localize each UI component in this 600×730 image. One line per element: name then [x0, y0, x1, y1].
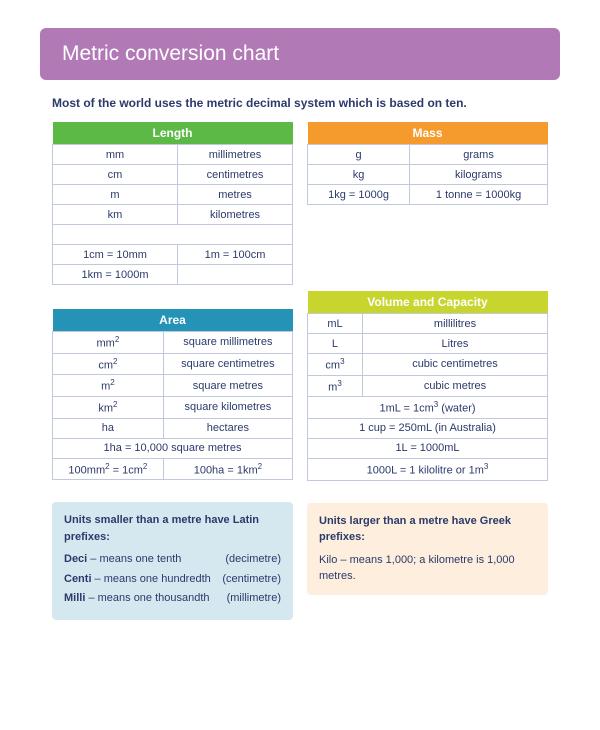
cell: 1ha = 10,000 square metres — [53, 438, 293, 458]
greek-text: Kilo – means 1,000; a kilometre is 1,000… — [319, 552, 536, 585]
cell: 1m = 100cm — [178, 245, 293, 265]
cell: hectares — [163, 418, 292, 438]
cell: 1000L = 1 kilolitre or 1m3 — [308, 458, 548, 480]
cell: cubic centimetres — [362, 354, 547, 376]
cell: m2 — [53, 375, 164, 397]
left-column: Length mmmillimetres cmcentimetres mmetr… — [52, 122, 293, 620]
page-banner: Metric conversion chart — [40, 28, 560, 80]
cell: mm — [53, 145, 178, 165]
prefix: Centi — [64, 573, 92, 585]
cell: ha — [53, 418, 164, 438]
cell: Litres — [362, 334, 547, 354]
cell: cubic metres — [362, 375, 547, 397]
cell: 100ha = 1km2 — [163, 458, 292, 480]
cell: kg — [308, 165, 410, 185]
volume-header: Volume and Capacity — [308, 291, 548, 314]
cell: m3 — [308, 375, 363, 397]
area-header: Area — [53, 309, 293, 332]
blank-row — [53, 225, 293, 245]
latin-panel: Units smaller than a metre have Latin pr… — [52, 502, 293, 620]
cell: 1 cup = 250mL (in Australia) — [308, 418, 548, 438]
cell: cm3 — [308, 354, 363, 376]
cell: 1kg = 1000g — [308, 185, 410, 205]
latin-item: Milli – means one thousandth (millimetre… — [64, 590, 281, 607]
greek-panel: Units larger than a metre have Greek pre… — [307, 503, 548, 595]
volume-table: Volume and Capacity mLmillilitres LLitre… — [307, 291, 548, 481]
cell: cm — [53, 165, 178, 185]
content-grid: Length mmmillimetres cmcentimetres mmetr… — [10, 122, 590, 620]
cell: g — [308, 145, 410, 165]
cell: centimetres — [178, 165, 293, 185]
mass-table: Mass ggrams kgkilograms 1kg = 1000g1 ton… — [307, 122, 548, 205]
latin-item: Centi – means one hundredth (centimetre) — [64, 571, 281, 588]
greek-title: Units larger than a metre have Greek pre… — [319, 513, 536, 546]
cell: 1L = 1000mL — [308, 438, 548, 458]
cell: 1cm = 10mm — [53, 245, 178, 265]
cell: millilitres — [362, 314, 547, 334]
cell: kilometres — [178, 205, 293, 225]
desc: – means one thousandth — [85, 592, 209, 604]
unit: (decimetre) — [225, 551, 281, 568]
cell: kilograms — [410, 165, 548, 185]
cell: L — [308, 334, 363, 354]
cell: mL — [308, 314, 363, 334]
cell: square metres — [163, 375, 292, 397]
prefix: Milli — [64, 592, 85, 604]
cell: millimetres — [178, 145, 293, 165]
page-subtitle: Most of the world uses the metric decima… — [52, 96, 548, 110]
cell: cm2 — [53, 353, 164, 375]
desc: – means one hundredth — [92, 573, 211, 585]
prefix: Deci — [64, 553, 87, 565]
cell: 1km = 1000m — [53, 265, 178, 285]
cell: mm2 — [53, 332, 164, 354]
mass-header: Mass — [308, 122, 548, 145]
unit: (centimetre) — [222, 571, 281, 588]
cell: km2 — [53, 396, 164, 418]
cell: square kilometres — [163, 396, 292, 418]
cell: grams — [410, 145, 548, 165]
cell: m — [53, 185, 178, 205]
prefix: Kilo — [319, 554, 337, 566]
latin-item: Deci – means one tenth (decimetre) — [64, 551, 281, 568]
rest: – means 1,000; a kilometre is 1,000 metr… — [319, 554, 515, 583]
cell — [178, 265, 293, 285]
right-column: Mass ggrams kgkilograms 1kg = 1000g1 ton… — [307, 122, 548, 620]
latin-title: Units smaller than a metre have Latin pr… — [64, 512, 281, 545]
length-header: Length — [53, 122, 293, 145]
cell: metres — [178, 185, 293, 205]
cell: 1 tonne = 1000kg — [410, 185, 548, 205]
cell: square centimetres — [163, 353, 292, 375]
cell: km — [53, 205, 178, 225]
area-table: Area mm2square millimetres cm2square cen… — [52, 309, 293, 480]
cell: 100mm2 = 1cm2 — [53, 458, 164, 480]
unit: (millimetre) — [227, 590, 281, 607]
desc: – means one tenth — [87, 553, 181, 565]
cell: 1mL = 1cm3 (water) — [308, 397, 548, 419]
cell: square millimetres — [163, 332, 292, 354]
length-table: Length mmmillimetres cmcentimetres mmetr… — [52, 122, 293, 285]
